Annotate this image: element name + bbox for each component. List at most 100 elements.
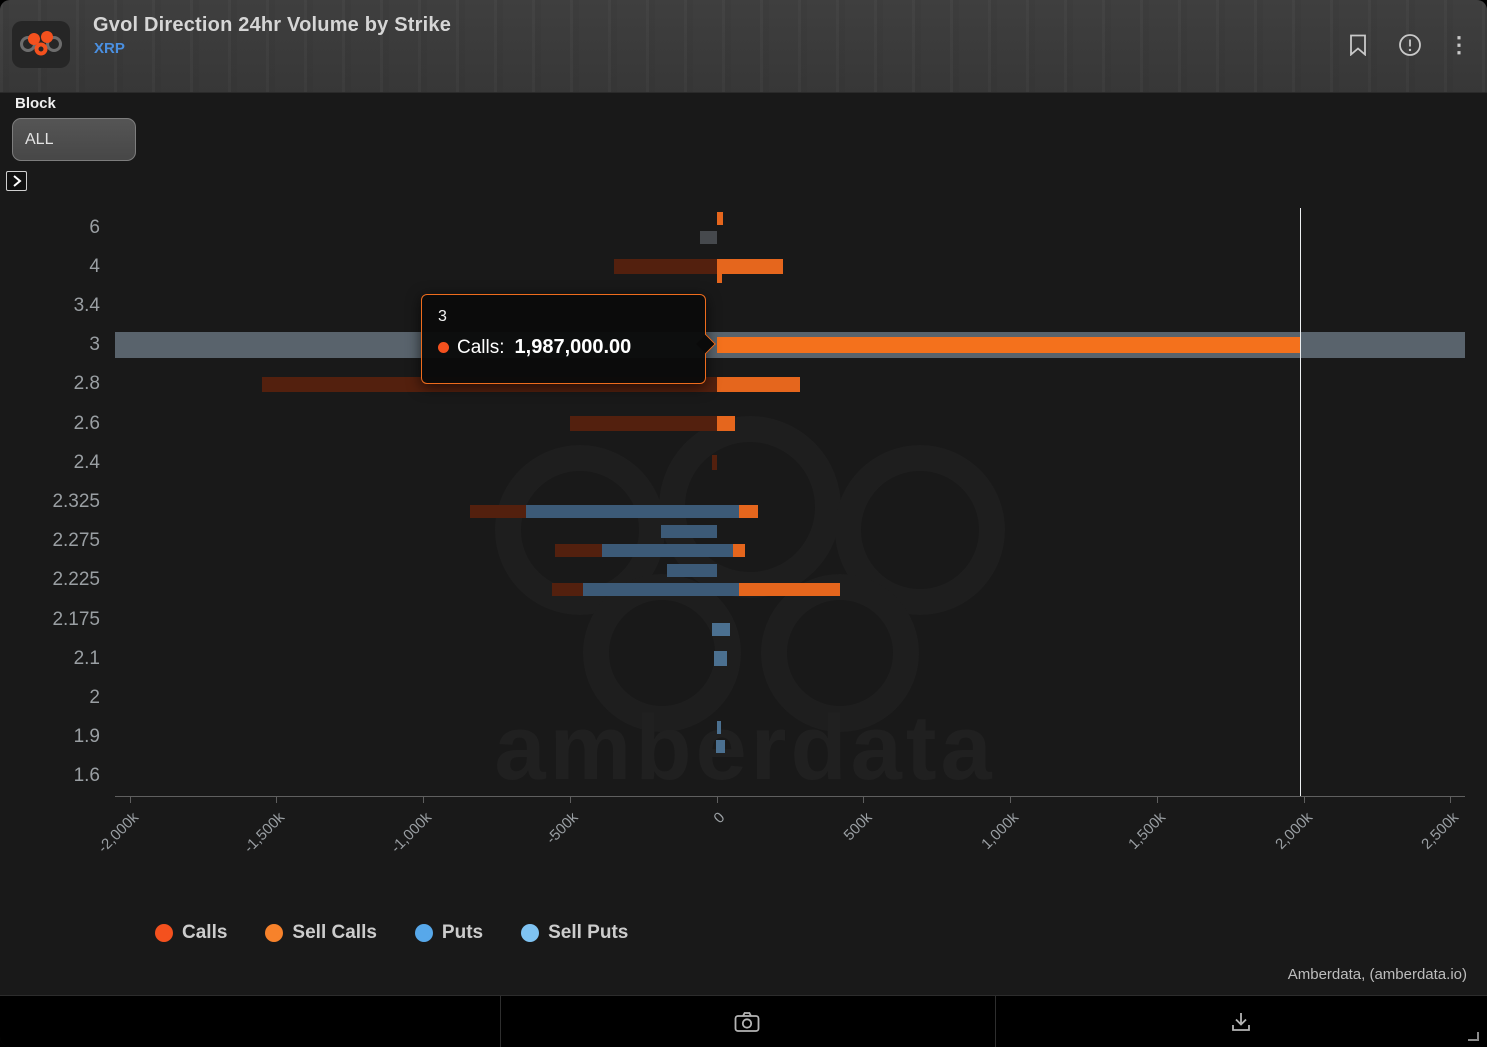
x-axis-tick (129, 797, 131, 803)
x-axis-tick (569, 797, 571, 803)
y-axis: 6 4 3.4 3 2.8 2.6 2.4 2.325 2.275 2.225 2.175 2.1 2 1… (0, 208, 104, 796)
x-axis-tick (716, 797, 718, 803)
bar-segment-maroon-strike-2.325[interactable] (470, 505, 526, 518)
x-axis-tick (276, 797, 278, 803)
calls-series-dot-icon (438, 342, 449, 353)
y-axis-label: 3 (89, 334, 100, 356)
block-filter-dropdown[interactable]: ALL (12, 118, 136, 161)
tooltip: 3 Calls: 1,987,000.00 (421, 294, 706, 384)
legend-label-sell-puts: Sell Puts (548, 922, 629, 943)
page-title: Gvol Direction 24hr Volume by Strike (93, 14, 452, 36)
tooltip-series-label: Calls: (457, 336, 505, 358)
x-axis-tick (423, 797, 425, 803)
bar-segment-calls-strike-2.325[interactable] (738, 505, 758, 518)
legend-label-puts: Puts (441, 922, 484, 943)
bar-segment-maroon-strike-2.275[interactable] (555, 544, 603, 558)
bar-segment-calls-strike-2.225[interactable] (738, 583, 840, 597)
x-axis-tick (863, 797, 865, 803)
y-axis-label: 3.4 (73, 295, 100, 316)
bar-segment-maroon-strike-4[interactable] (613, 259, 717, 275)
bar-segment-puts-strike-2.175[interactable] (712, 622, 730, 636)
puts-legend-dot-icon (414, 924, 433, 942)
bar-segment-calls-strike-6[interactable] (716, 211, 724, 225)
bar-segment-calls_bright-strike-3[interactable] (716, 337, 1300, 354)
bar-segment-puts-strike-1.9[interactable] (716, 721, 722, 735)
kebab-menu-icon[interactable]: ⋮ (1448, 32, 1470, 57)
asset-subtitle: XRP (94, 40, 125, 57)
toolbar-divider (995, 996, 996, 1047)
bar-segment-steel-strike-2.325[interactable] (525, 505, 739, 518)
x-axis-label: 500k (840, 809, 876, 845)
bar-segment-calls-strike-2.8[interactable] (716, 376, 801, 392)
x-axis-label: 2,500k (1418, 809, 1463, 853)
y-axis-label: 2 (89, 687, 100, 708)
x-axis-tick (1450, 797, 1452, 803)
bar-segment-puts-strike-1.9[interactable] (715, 740, 725, 754)
tooltip-strike: 3 (438, 308, 447, 325)
bar-segment-calls-strike-2.6[interactable] (716, 416, 735, 432)
y-axis-label: 2.8 (73, 373, 100, 395)
legend-item-sell-calls[interactable]: Sell Calls (265, 922, 377, 944)
watermark-text: amberdata (494, 697, 996, 799)
y-axis-label: 2.325 (52, 491, 100, 512)
y-axis-label: 2.275 (52, 530, 100, 552)
bar-segment-maroon-strike-2.225[interactable] (552, 583, 584, 597)
x-axis-label: 1,000k (978, 809, 1023, 853)
x-axis-label: -500k (543, 809, 582, 848)
bar-segment-steel-strike-2.225[interactable] (666, 564, 717, 578)
legend-label-calls: Calls (182, 922, 228, 943)
bar-segment-steel-strike-2.225[interactable] (583, 583, 739, 597)
credit-text: Amberdata, (amberdata.io) (1287, 966, 1467, 983)
x-axis-label: 2,000k (1271, 809, 1316, 853)
tooltip-value: 1,987,000.00 (514, 336, 632, 358)
block-filter-label: Block (15, 95, 56, 112)
bookmark-icon[interactable] (1344, 31, 1372, 59)
x-axis-tick (1303, 797, 1305, 803)
legend-item-puts[interactable]: Puts (414, 922, 484, 944)
bar-segment-maroon-strike-2.4[interactable] (712, 455, 717, 471)
bar-segment-steel-strike-2.275[interactable] (602, 544, 733, 558)
bar-segment-gray-strike-6[interactable] (700, 230, 717, 244)
download-button[interactable] (1219, 1006, 1263, 1038)
info-icon[interactable] (1396, 31, 1424, 59)
y-axis-label: 1.6 (73, 765, 100, 787)
x-axis-label: -1,000k (387, 809, 436, 857)
resize-corner-handle[interactable] (1468, 1032, 1479, 1041)
y-axis-label: 2.4 (73, 451, 100, 473)
amberdata-logo-icon (12, 21, 70, 68)
bar-segment-maroon-strike-2.6[interactable] (569, 416, 717, 432)
screenshot-camera-button[interactable] (725, 1006, 769, 1038)
sell-puts-legend-dot-icon (521, 924, 540, 942)
y-axis-label: 2.175 (52, 608, 100, 630)
y-axis-label: 1.9 (73, 726, 100, 748)
crosshair-line (1299, 208, 1301, 796)
y-axis-label: 6 (89, 216, 100, 238)
x-axis-tick (1156, 797, 1158, 803)
y-axis-label: 4 (89, 255, 100, 277)
x-axis-label: 1,500k (1125, 809, 1169, 853)
legend-item-calls[interactable]: Calls (155, 922, 227, 944)
expand-panel-button[interactable] (6, 171, 27, 191)
calls-legend-dot-icon (155, 924, 173, 942)
x-axis-label: -2,000k (94, 809, 142, 857)
legend: Calls Sell Calls Puts Sell Puts (155, 922, 628, 944)
toolbar-divider (500, 996, 501, 1047)
y-axis-label: 2.6 (73, 412, 100, 434)
sell-calls-legend-dot-icon (265, 924, 284, 942)
bar-segment-calls-strike-4[interactable] (716, 259, 783, 275)
plot-area (115, 208, 1465, 796)
header-bar: Gvol Direction 24hr Volume by Strike XRP… (0, 0, 1487, 93)
y-axis-label: 2.225 (52, 569, 100, 591)
x-axis-label: -1,500k (241, 809, 289, 857)
y-axis-label: 2.1 (73, 647, 100, 669)
legend-item-sell-puts[interactable]: Sell Puts (521, 922, 628, 944)
x-axis-label: 0 (710, 809, 729, 827)
tooltip-row: Calls: 1,987,000.00 (438, 336, 689, 359)
bottom-toolbar (0, 995, 1487, 1047)
bar-segment-puts-strike-2.1[interactable] (713, 651, 727, 667)
bar-segment-steel-strike-2.275[interactable] (660, 525, 717, 539)
legend-label-sell-calls: Sell Calls (292, 922, 377, 943)
bar-segment-calls-strike-4[interactable] (716, 269, 723, 283)
bar-segment-calls-strike-2.275[interactable] (732, 544, 745, 558)
